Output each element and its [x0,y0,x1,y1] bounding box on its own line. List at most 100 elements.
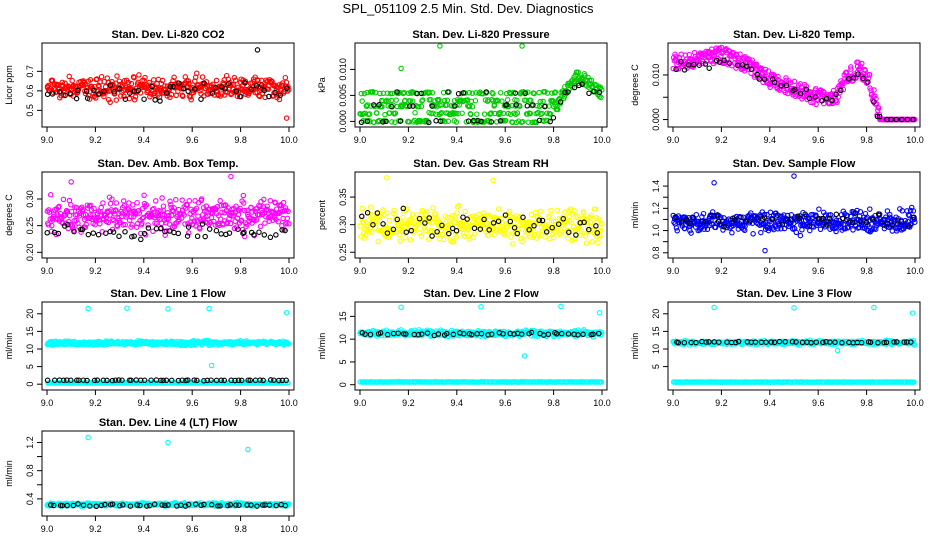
point-all [397,238,403,244]
point-all [430,110,436,116]
point-subset [433,118,439,124]
point-subset [549,224,555,231]
point-subset [562,89,568,96]
y-tick-label: 0.8 [651,247,661,260]
point-low [445,379,452,385]
point-subset [898,218,905,225]
point-subset [73,95,80,102]
point-subset [857,218,863,224]
point-subset [91,377,98,384]
point-subset [185,224,192,230]
chart-title: Stan. Dev. Line 1 Flow [110,288,226,300]
point-subset [367,331,374,338]
point-all [241,207,248,214]
point-subset [228,377,234,384]
point-all [453,119,460,125]
point-all [539,110,545,117]
point-all [132,94,139,100]
point-all [565,235,571,241]
point-all [833,228,839,235]
point-subset [481,216,487,223]
point-subset [889,222,895,228]
point-subset [109,377,116,384]
point-all [495,206,502,212]
point-subset [181,85,187,92]
point-all [688,230,694,236]
point-all [466,89,473,96]
point-subset [439,222,445,229]
point-subset [401,331,407,337]
point-all [583,240,590,246]
point-subset [714,212,721,218]
y-tick-label: 20 [651,309,661,319]
point-subset [716,59,723,65]
point-all [762,66,769,73]
x-tick-label: 9.4 [764,398,777,408]
point-all [516,222,522,228]
point-all [850,227,856,233]
point-all [488,227,495,233]
point-subset [452,103,458,109]
point-all [682,225,688,232]
point-all [497,109,503,116]
point-subset [876,113,883,120]
point-subset [235,226,241,232]
point-subset [192,86,198,92]
point-all [465,227,471,233]
point-all [203,79,210,85]
point-subset [232,377,238,384]
point-subset [596,330,602,337]
point-all [110,81,116,88]
x-tick-label: 9.8 [234,135,247,145]
point-subset [273,232,279,238]
point-subset [242,80,248,86]
chart-title: Stan. Dev. Li-820 CO2 [112,29,225,41]
point-all [555,106,561,113]
point-all [816,206,822,212]
x-tick-label: 9.8 [860,135,873,145]
point-all [884,208,891,214]
point-all [791,78,798,85]
point-subset [364,118,371,125]
outlier-point [283,115,290,121]
x-tick-label: 9.4 [138,135,151,145]
point-all [181,212,187,218]
point-subset [364,210,371,216]
point-all [257,223,264,230]
x-tick-label: 9.8 [860,266,873,276]
point-subset [504,102,510,108]
point-subset [148,377,154,383]
x-tick-label: 10.0 [593,135,611,145]
point-all [193,205,200,212]
point-all [45,222,52,228]
point-subset [179,377,185,383]
point-all [253,217,260,223]
point-all [398,220,405,227]
point-subset [792,86,798,93]
point-all [450,239,457,245]
point-subset [748,66,755,72]
point-subset [522,90,528,97]
point-all [429,89,436,96]
point-all [125,79,132,86]
point-subset [221,377,228,384]
point-all [528,97,534,104]
point-all [198,196,205,202]
point-all [391,207,397,214]
point-subset [389,103,395,110]
point-subset [460,90,467,96]
point-all [400,90,407,97]
point-all [248,204,254,211]
point-all [166,86,173,93]
y-tick-label: 1.4 [651,180,661,193]
point-subset [277,92,283,99]
chart-title: Stan. Dev. Li-820 Pressure [412,29,549,41]
point-subset [581,219,587,226]
point-all [569,211,576,217]
point-all [746,56,752,62]
chart-title: Stan. Dev. Line 2 Flow [423,288,539,300]
point-all [468,111,474,118]
point-subset [852,210,859,216]
outlier-point [85,305,91,312]
point-all [504,97,511,103]
